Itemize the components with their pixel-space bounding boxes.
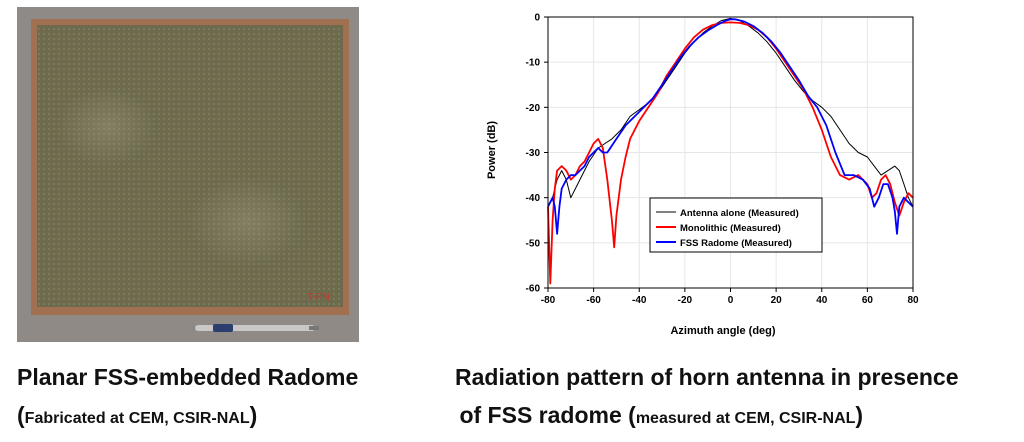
y-tick-label: -20: [526, 103, 541, 114]
legend-entry-antenna: Antenna alone (Measured): [680, 208, 799, 219]
chart-caption-title: Radiation pattern of horn antenna in pre…: [455, 364, 959, 390]
x-tick-label: 40: [816, 295, 828, 306]
board-reflection: [57, 87, 157, 167]
plot-frame: [547, 16, 914, 289]
legend-entry-fss: FSS Radome (Measured): [680, 238, 792, 249]
x-tick-label: -80: [541, 295, 556, 306]
x-tick-label: 0: [728, 295, 734, 306]
radome-photo: T-PN: [17, 7, 359, 342]
series-fss-radome: [547, 18, 914, 235]
board-reflection: [187, 177, 307, 267]
tick-labels: -80 -60 -40 -20 0 20 40 60 800-10-20-30-40-50-60: [526, 13, 919, 307]
y-tick-label: -60: [526, 284, 541, 295]
photo-caption-subtitle: (Fabricated at CEM, CSIR-NAL): [17, 402, 258, 428]
photo-caption-title: Planar FSS-embedded Radome: [17, 364, 359, 390]
legend: Antenna alone (Measured) Monolithic (Mea…: [649, 197, 823, 253]
y-tick-label: -50: [526, 238, 541, 249]
y-tick-label: -10: [526, 58, 541, 69]
photo-caption: Planar FSS-embedded Radome (Fabricated a…: [17, 360, 358, 436]
series-lines: [547, 17, 914, 285]
y-axis-label-group: Power (dB): [486, 121, 498, 179]
radiation-pattern-chart: Power (dB) Azimuth angle (deg) -80 -60 -40…: [486, 13, 919, 338]
y-tick-label: -40: [526, 193, 541, 204]
y-axis-label: Power (dB): [486, 121, 498, 179]
x-tick-label: -60: [586, 295, 601, 306]
chart-caption-subtitle: of FSS radome (measured at CEM, CSIR-NAL…: [459, 402, 864, 428]
x-tick-label: 20: [771, 295, 783, 306]
y-tick-label: 0: [534, 13, 540, 24]
series-antenna-alone: [547, 17, 914, 207]
x-tick-label: 80: [907, 295, 919, 306]
x-tick-label: -40: [632, 295, 647, 306]
x-axis-label: Azimuth angle (deg): [670, 325, 775, 337]
x-tick-label: 60: [862, 295, 874, 306]
legend-box: [649, 197, 823, 253]
pen-icon: [187, 324, 319, 332]
fss-board: [37, 25, 343, 307]
chart-caption: Radiation pattern of horn antenna in pre…: [455, 360, 959, 436]
x-tick-label: -20: [678, 295, 693, 306]
board-corner-label: T-PN: [307, 292, 330, 303]
y-tick-label: -30: [526, 148, 541, 159]
legend-entry-monolithic: Monolithic (Measured): [680, 223, 781, 234]
